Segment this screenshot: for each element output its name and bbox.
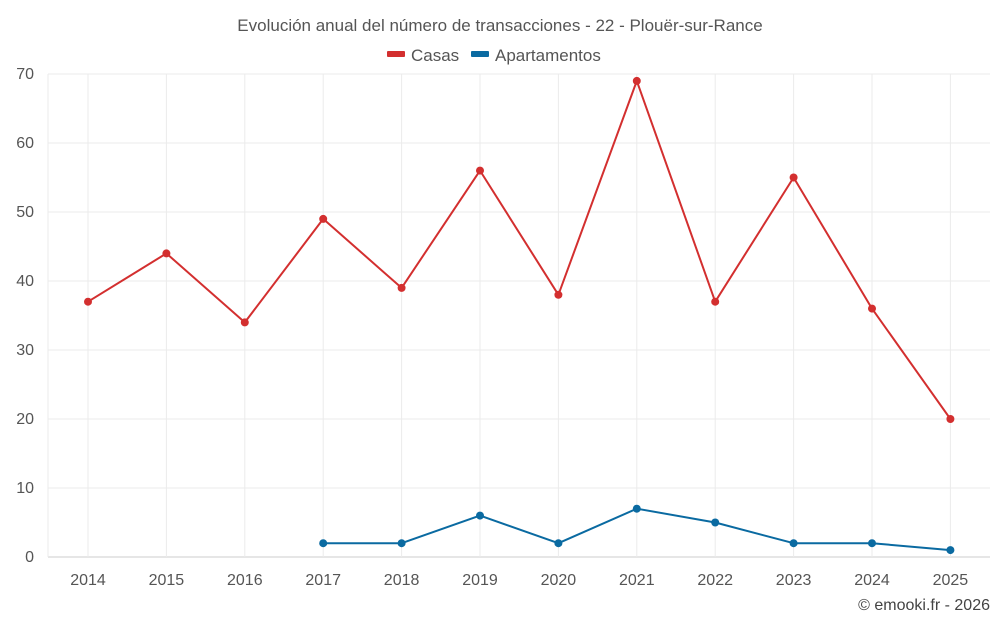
data-point-casas[interactable] (476, 166, 484, 175)
series-layer (84, 76, 955, 555)
grid (47, 73, 990, 558)
data-point-apartamentos[interactable] (868, 539, 876, 548)
data-point-casas[interactable] (319, 214, 328, 223)
y-axis: 0 10 20 30 40 50 60 70 (16, 66, 34, 566)
y-tick-label: 0 (25, 549, 34, 566)
y-tick-label: 60 (16, 135, 34, 152)
x-axis: 2014 2015 2016 2017 2018 2019 2020 2021 2022 2023… (70, 572, 968, 589)
legend-label-apartamentos[interactable]: Apartamentos (495, 46, 601, 65)
data-point-casas[interactable] (554, 290, 563, 299)
x-tick-label: 2018 (384, 572, 420, 589)
x-tick-label: 2019 (462, 572, 498, 589)
x-tick-label: 2021 (619, 572, 655, 589)
data-point-casas[interactable] (868, 304, 876, 313)
x-tick-label: 2020 (541, 572, 577, 589)
chart-title: Evolución anual del número de transaccio… (237, 16, 762, 35)
legend-swatch-casas (387, 51, 405, 57)
y-tick-label: 40 (16, 273, 34, 290)
x-tick-label: 2015 (149, 572, 185, 589)
legend: Casas Apartamentos (387, 46, 601, 65)
data-point-apartamentos[interactable] (554, 539, 563, 548)
data-point-casas[interactable] (84, 297, 92, 306)
data-point-apartamentos[interactable] (946, 546, 955, 555)
x-tick-label: 2017 (305, 572, 341, 589)
data-point-casas[interactable] (162, 249, 171, 258)
legend-swatch-apartamentos (471, 51, 489, 57)
x-tick-label: 2022 (697, 572, 733, 589)
y-tick-label: 20 (16, 411, 34, 428)
y-tick-label: 50 (16, 204, 34, 221)
data-point-apartamentos[interactable] (711, 518, 720, 527)
x-tick-label: 2024 (854, 572, 890, 589)
y-tick-label: 10 (16, 480, 34, 497)
data-point-apartamentos[interactable] (319, 539, 328, 548)
x-tick-label: 2014 (70, 572, 106, 589)
y-tick-label: 30 (16, 342, 34, 359)
data-point-apartamentos[interactable] (397, 539, 406, 548)
data-point-apartamentos[interactable] (789, 539, 798, 548)
x-tick-label: 2016 (227, 572, 263, 589)
data-point-casas[interactable] (397, 283, 406, 292)
data-point-casas[interactable] (946, 415, 955, 423)
x-tick-label: 2025 (933, 572, 969, 589)
data-point-apartamentos[interactable] (632, 504, 641, 513)
x-tick-label: 2023 (776, 572, 812, 589)
series-line-casas (87, 79, 952, 420)
y-tick-label: 70 (16, 66, 34, 83)
data-point-casas[interactable] (789, 173, 798, 182)
data-point-casas[interactable] (711, 297, 720, 306)
data-point-apartamentos[interactable] (476, 511, 484, 520)
data-point-casas[interactable] (240, 318, 249, 327)
legend-label-casas[interactable]: Casas (411, 46, 459, 65)
credit: © emooki.fr - 2026 (858, 597, 990, 614)
data-point-casas[interactable] (632, 76, 641, 85)
